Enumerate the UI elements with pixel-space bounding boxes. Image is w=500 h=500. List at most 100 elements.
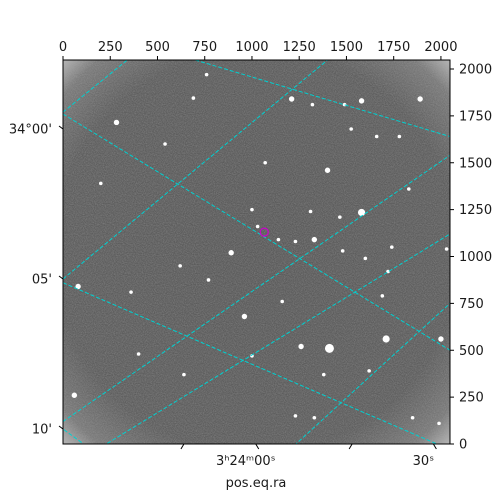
dec-tick: [58, 275, 64, 280]
sky-image: [63, 60, 450, 444]
star: [312, 415, 317, 420]
star: [437, 421, 441, 426]
ra-tick-label: 30ˢ: [413, 454, 435, 469]
top-tick-label: 2000: [424, 40, 457, 55]
grid-line: [63, 154, 450, 422]
grid-line: [295, 303, 450, 444]
star: [374, 134, 379, 139]
star: [367, 369, 371, 373]
star: [182, 372, 186, 377]
star: [75, 283, 81, 290]
star: [228, 250, 234, 256]
image-noise: [63, 60, 450, 444]
top-tick-label: 1250: [283, 40, 316, 55]
star: [250, 207, 254, 212]
right-tick-label: 1500: [459, 156, 492, 171]
star: [206, 278, 211, 282]
right-tick-label: 1250: [459, 203, 492, 218]
coordinate-grid: [63, 60, 450, 444]
target-marker-layer: [259, 227, 269, 237]
dec-tick: [58, 125, 64, 130]
star: [397, 134, 402, 139]
star: [340, 249, 345, 253]
dec-tick-label: 05': [32, 273, 52, 288]
ra-tick: [432, 443, 437, 450]
grid-line: [63, 282, 439, 444]
grid-line: [63, 113, 450, 351]
star: [191, 96, 196, 100]
right-tick-label: 0: [459, 438, 467, 453]
grid-line: [195, 60, 450, 137]
star: [255, 224, 260, 229]
top-pixel-axis: 0 250 500 750 1000 1250 1500 1750 2000: [59, 40, 457, 60]
right-tick-label: 250: [459, 391, 484, 406]
star: [407, 187, 411, 191]
star: [324, 343, 334, 353]
star: [389, 245, 394, 249]
star: [349, 127, 353, 131]
star: [298, 343, 304, 350]
right-tick-label: 500: [459, 344, 484, 359]
star: [263, 160, 267, 165]
star: [276, 237, 281, 242]
star: [129, 290, 133, 294]
dec-tick: [58, 425, 64, 430]
star: [308, 209, 313, 214]
star: [342, 102, 347, 107]
plot-frame: [62, 59, 451, 445]
star: [321, 372, 326, 377]
star: [98, 181, 103, 186]
dec-tick-label: 34°00': [9, 123, 52, 138]
ra-minor-tick: [180, 443, 185, 450]
grid-line: [63, 60, 328, 280]
star: [280, 299, 284, 304]
dec-axis: 34°00' 05' 10': [9, 123, 64, 438]
target-marker: [259, 227, 269, 237]
stars: [71, 72, 449, 426]
top-tick-label: 1750: [377, 40, 410, 55]
star: [357, 208, 366, 217]
star: [410, 415, 415, 420]
top-tick-label: 750: [192, 40, 217, 55]
star: [310, 102, 315, 107]
right-tick-label: 750: [459, 297, 484, 312]
grid-line: [105, 233, 450, 444]
x-axis-title: pos.eq.ra: [226, 476, 287, 491]
right-pixel-axis: 0 250 500 750 1000 1250 1500 1750 2000: [450, 63, 492, 453]
star: [311, 236, 318, 243]
dec-tick-label: 10': [32, 423, 52, 438]
right-tick-label: 2000: [459, 63, 492, 78]
star: [363, 256, 368, 261]
star: [293, 414, 298, 418]
top-tick-label: 250: [98, 40, 123, 55]
star: [293, 239, 298, 244]
star: [417, 96, 423, 102]
star: [136, 352, 141, 356]
star: [380, 294, 385, 298]
grid-line: [63, 60, 128, 113]
star: [338, 215, 342, 219]
star: [163, 142, 167, 146]
star: [113, 119, 120, 126]
right-tick-label: 1750: [459, 109, 492, 124]
top-tick-label: 500: [145, 40, 170, 55]
star: [444, 247, 449, 251]
star: [382, 335, 390, 343]
ra-tick-label: 3ʰ24ᵐ00ˢ: [216, 454, 276, 469]
top-tick-label: 0: [59, 40, 67, 55]
star: [204, 72, 209, 77]
star: [288, 96, 295, 102]
top-tick-label: 1500: [330, 40, 363, 55]
ra-tick: [255, 443, 260, 450]
star: [438, 336, 444, 342]
top-tick-label: 1000: [235, 40, 268, 55]
star: [358, 98, 365, 104]
ra-axis: 3ʰ24ᵐ00ˢ 30ˢ: [180, 443, 437, 469]
star: [178, 264, 182, 268]
right-tick-label: 1000: [459, 250, 492, 265]
ra-minor-tick: [348, 443, 353, 450]
star: [71, 392, 78, 398]
star: [241, 313, 248, 320]
star: [324, 167, 331, 173]
